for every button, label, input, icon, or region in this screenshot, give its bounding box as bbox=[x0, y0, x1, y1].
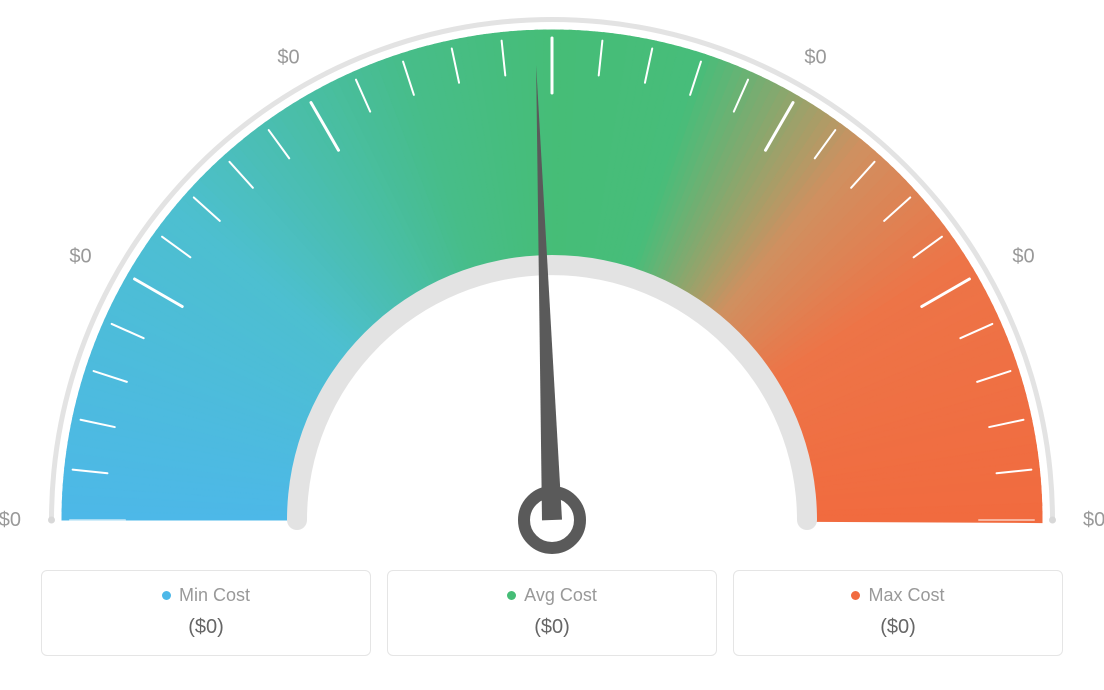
gauge-chart: $0$0$0$0$0$0$0 bbox=[0, 0, 1104, 560]
legend-title-max: Max Cost bbox=[851, 585, 944, 606]
legend-label-avg: Avg Cost bbox=[524, 585, 597, 606]
legend-value-avg: ($0) bbox=[400, 616, 704, 639]
legend-dot-avg bbox=[507, 591, 516, 600]
legend-value-max: ($0) bbox=[746, 616, 1050, 639]
legend-title-avg: Avg Cost bbox=[507, 585, 597, 606]
legend-row: Min Cost ($0) Avg Cost ($0) Max Cost ($0… bbox=[0, 570, 1104, 656]
legend-dot-max bbox=[851, 591, 860, 600]
svg-text:$0: $0 bbox=[277, 47, 299, 69]
legend-dot-min bbox=[162, 591, 171, 600]
legend-title-min: Min Cost bbox=[162, 585, 250, 606]
gauge-svg: $0$0$0$0$0$0$0 bbox=[0, 0, 1104, 560]
svg-text:$0: $0 bbox=[1012, 246, 1034, 268]
legend-card-max: Max Cost ($0) bbox=[733, 570, 1063, 656]
svg-text:$0: $0 bbox=[804, 47, 826, 69]
legend-card-min: Min Cost ($0) bbox=[41, 570, 371, 656]
legend-card-avg: Avg Cost ($0) bbox=[387, 570, 717, 656]
svg-text:$0: $0 bbox=[1083, 509, 1104, 531]
legend-label-max: Max Cost bbox=[868, 585, 944, 606]
legend-value-min: ($0) bbox=[54, 616, 358, 639]
svg-text:$0: $0 bbox=[69, 246, 91, 268]
legend-label-min: Min Cost bbox=[179, 585, 250, 606]
svg-text:$0: $0 bbox=[0, 509, 21, 531]
